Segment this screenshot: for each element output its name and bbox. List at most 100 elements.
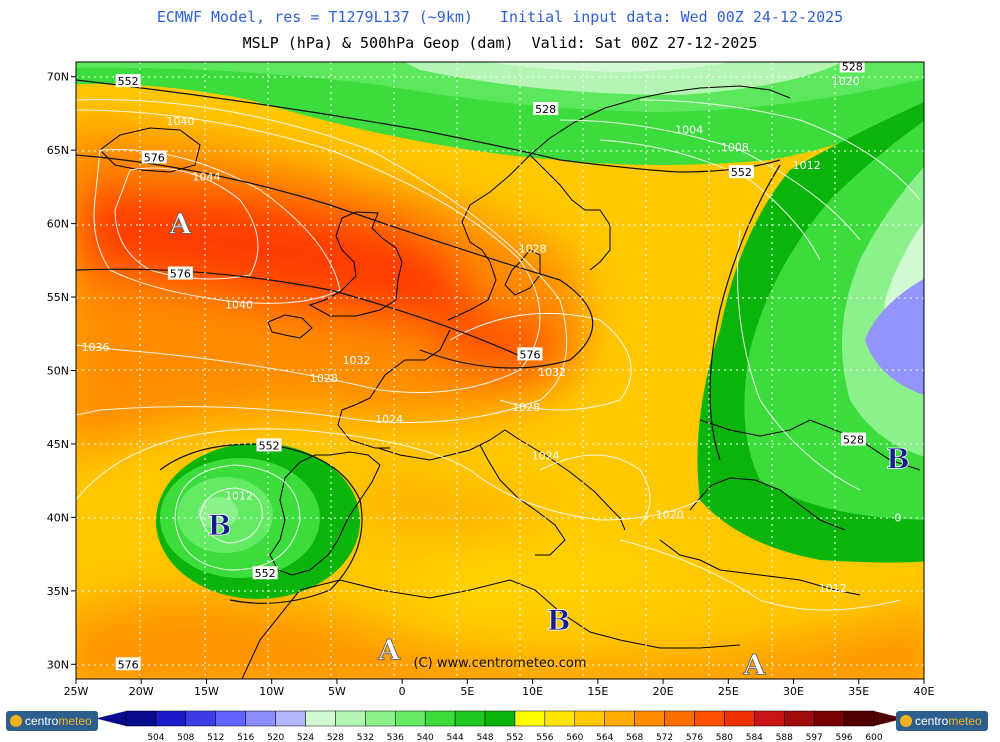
geop-label: 528	[535, 103, 556, 116]
lat-tick-label: 55N	[47, 291, 69, 304]
legend-swatch	[125, 710, 157, 727]
geop-label-box	[517, 347, 543, 361]
isobar-label: 1012	[225, 489, 253, 502]
legend-value: 584	[746, 733, 763, 742]
isobar-label: 1028	[512, 401, 540, 414]
lon-tick-label: 5W	[328, 685, 346, 698]
low-pressure-center: B	[208, 509, 232, 542]
geop-label: 528	[843, 434, 864, 447]
legend-value: 524	[297, 733, 314, 742]
coastlines	[99, 85, 921, 679]
legend-swatch	[813, 710, 845, 727]
legend-swatch	[724, 710, 755, 727]
high-pressure-center: A	[377, 634, 401, 667]
lon-tick-label: 20E	[653, 685, 674, 698]
lon-tick-label: 35E	[848, 685, 869, 698]
isobar-label: 0	[894, 511, 901, 524]
legend-value: 512	[207, 733, 224, 742]
model-info-line: ECMWF Model, res = T1279L137 (~9km) Init…	[0, 8, 1000, 26]
legend-swatch	[754, 710, 785, 727]
legend-value: 564	[596, 733, 613, 742]
legend-arrow-left	[96, 711, 126, 726]
copyright-credit: (C) www.centrometeo.com	[413, 656, 586, 671]
lon-tick-label: 25E	[718, 685, 739, 698]
legend-swatch	[694, 710, 725, 727]
legend-value: 588	[776, 733, 793, 742]
lon-tick-label: 10E	[522, 685, 543, 698]
lat-tick-label: 60N	[47, 218, 69, 231]
legend-swatch	[155, 710, 187, 727]
legend-swatch	[305, 710, 336, 727]
legend-value: 580	[716, 733, 733, 742]
geop-label-box	[115, 74, 141, 88]
geop-label-box	[115, 657, 141, 671]
geop-label-box	[256, 438, 282, 452]
isobar-label: 1032	[538, 366, 566, 379]
lat-tick-label: 65N	[47, 144, 69, 157]
isobars	[76, 99, 921, 611]
geop-label: 576	[170, 268, 191, 281]
legend-value: 536	[387, 733, 404, 742]
geop-label-box	[252, 566, 278, 580]
legend-swatch	[395, 710, 426, 727]
isobar-label: 1004	[675, 124, 703, 137]
isobar-label: 1040	[225, 298, 253, 311]
lon-tick-label: 25W	[64, 685, 89, 698]
isobar-label: 1036	[82, 341, 110, 354]
legend-swatch	[215, 710, 246, 727]
init-time: Initial input data: Wed 00Z 24-12-2025	[500, 8, 844, 26]
legend-swatch	[634, 710, 665, 727]
isobar-label: 1024	[375, 413, 403, 426]
legend-value: 532	[357, 733, 374, 742]
legend-value: 556	[536, 733, 553, 742]
geop-label-box	[141, 150, 167, 164]
geop-label-box	[839, 59, 865, 73]
title-line: MSLP (hPa) & 500hPa Geop (dam) Valid: Sa…	[0, 34, 1000, 52]
legend-value: 576	[686, 733, 703, 742]
legend-swatch	[544, 710, 576, 727]
centrometeo-logo-right: centrometeo	[896, 711, 988, 731]
legend-value: 528	[327, 733, 344, 742]
legend-value: 548	[476, 733, 493, 742]
geopotential-labels: 552 576 576 528 552 528 576 552 552 528 576	[115, 59, 867, 671]
geop-label-box	[728, 165, 754, 179]
lon-tick-label: 15E	[587, 685, 608, 698]
geop-label: 552	[259, 439, 280, 452]
legend-swatch	[514, 710, 546, 727]
legend-value: 596	[835, 733, 852, 742]
high-pressure-center: A	[743, 648, 767, 681]
lon-tick-label: 30E	[783, 685, 804, 698]
geop-label-box	[841, 432, 867, 446]
legend-swatch	[245, 710, 276, 727]
legend-swatch	[454, 710, 486, 727]
lon-tick-label: 40E	[914, 685, 935, 698]
geop-label: 576	[118, 658, 139, 671]
isobar-label: 1028	[310, 372, 338, 385]
lon-tick-label: 5E	[460, 685, 474, 698]
legend-value: 508	[177, 733, 194, 742]
model-resolution: ECMWF Model, res = T1279L137 (~9km)	[156, 8, 473, 26]
legend-swatch	[843, 710, 875, 727]
valid-time: Valid: Sat 00Z 27-12-2025	[531, 34, 758, 52]
map-title: MSLP (hPa) & 500hPa Geop (dam)	[242, 34, 514, 52]
geop-label: 552	[255, 567, 276, 580]
isobar-label: 1024	[532, 450, 560, 463]
legend-value: 568	[626, 733, 643, 742]
lat-tick-label: 50N	[47, 365, 69, 378]
geop-label-box	[533, 102, 559, 116]
geopotential-shading	[76, 62, 924, 679]
low-pressure-center: B	[547, 604, 571, 637]
isobar-label: 1012	[793, 159, 821, 172]
legend-swatch	[424, 710, 456, 727]
geopotential-contours	[76, 79, 781, 604]
legend-value: 572	[656, 733, 673, 742]
latitude-ticks: 70N 65N 60N 55N 50N 45N 40N 35N 30N	[47, 71, 76, 671]
legend-swatch	[664, 710, 695, 727]
legend-swatch	[365, 710, 396, 727]
legend-value: 516	[237, 733, 254, 742]
isobar-label: 1020	[832, 75, 860, 88]
legend-value: 552	[506, 733, 523, 742]
pressure-centers: A B B B A A	[168, 207, 910, 682]
legend-value: 520	[267, 733, 284, 742]
